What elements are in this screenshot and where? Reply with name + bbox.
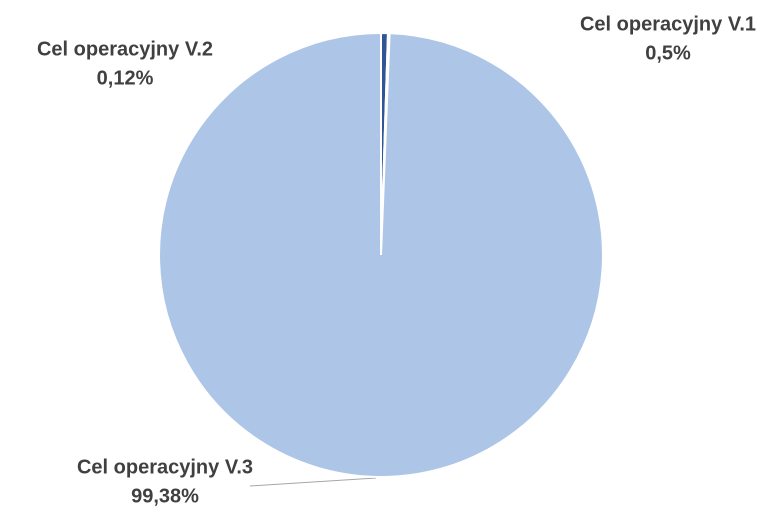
- leader-line: [249, 477, 377, 487]
- data-label-name: Cel operacyjny V.2: [37, 38, 213, 60]
- data-label-value: 99,38%: [131, 485, 199, 506]
- pie-slice: [158, 31, 604, 478]
- data-label-value: 0,12%: [97, 67, 154, 89]
- data-label-value: 0,5%: [645, 42, 691, 64]
- data-label-name: Cel operacyjny V.1: [580, 13, 756, 35]
- data-label-name: Cel operacyjny V.3: [77, 456, 253, 478]
